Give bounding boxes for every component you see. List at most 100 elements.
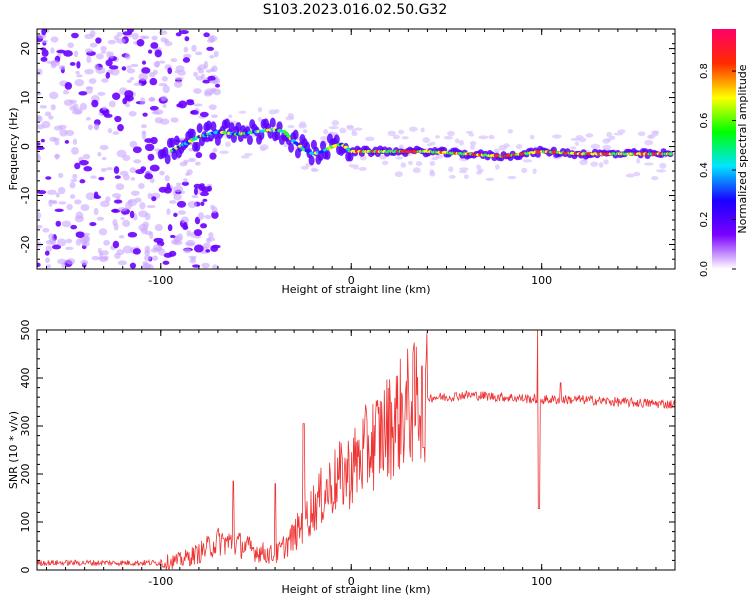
heatmap-cell: [130, 63, 139, 68]
heatmap-cell: [101, 78, 109, 83]
heatmap-cell: [58, 172, 64, 179]
heatmap-cell: [44, 111, 52, 117]
heatmap-cell: [193, 103, 203, 107]
heatmap-cell: [126, 79, 132, 84]
heatmap-cell: [159, 170, 165, 176]
heatmap-cell: [443, 135, 454, 140]
heatmap-cell: [189, 128, 196, 139]
heatmap-cell: [150, 136, 158, 145]
heatmap-cell: [465, 130, 474, 134]
heatmap-cell: [69, 105, 76, 111]
heatmap-cell: [130, 177, 136, 181]
heatmap-cell: [488, 134, 495, 140]
heatmap-cell: [79, 179, 86, 184]
heatmap-cell: [80, 259, 89, 266]
heatmap-cell: [41, 39, 48, 44]
heatmap-cell: [206, 237, 212, 244]
heatmap-cell: [98, 176, 105, 181]
heatmap-cell: [124, 90, 134, 98]
y-tick-label: 200: [19, 464, 32, 485]
heatmap-cell: [287, 125, 295, 129]
y-tick-label: 0: [19, 567, 32, 574]
heatmap-cell: [203, 60, 209, 69]
heatmap-cell: [141, 123, 147, 129]
heatmap-cell: [37, 146, 45, 150]
heatmap-cell: [64, 140, 70, 144]
x-tick-label: -100: [148, 575, 173, 588]
heatmap-cell: [602, 144, 612, 150]
heatmap-cell: [302, 129, 308, 134]
heatmap-cell: [143, 255, 152, 262]
heatmap-cell: [183, 46, 189, 53]
heatmap-cell: [398, 144, 404, 150]
heatmap-cell: [169, 137, 176, 148]
heatmap-cell: [257, 116, 263, 122]
heatmap-cell: [160, 95, 168, 102]
heatmap-cell: [39, 104, 48, 109]
heatmap-cell: [204, 88, 215, 95]
heatmap-cell: [84, 68, 94, 75]
heatmap-cell: [212, 88, 222, 96]
heatmap-cell: [209, 55, 215, 59]
heatmap-cell: [131, 32, 139, 40]
heatmap-cell: [200, 223, 208, 229]
heatmap-cell: [398, 129, 405, 135]
heatmap-cell: [493, 148, 501, 154]
heatmap-cell: [532, 168, 537, 175]
heatmap-cell: [90, 175, 97, 179]
heatmap-cell: [102, 106, 107, 111]
heatmap-cell: [274, 108, 280, 114]
heatmap-cell: [99, 250, 109, 256]
heatmap-cell: [176, 103, 184, 108]
heatmap-cell: [158, 83, 168, 87]
heatmap-cell: [395, 156, 403, 160]
heatmap-cell: [529, 134, 535, 140]
heatmap-cell: [64, 81, 73, 90]
heatmap-cell: [194, 161, 201, 166]
heatmap-cell: [147, 153, 155, 161]
heatmap-cell: [112, 92, 121, 100]
heatmap-cell: [193, 229, 203, 237]
heatmap-cell: [181, 216, 189, 224]
heatmap-cell: [72, 138, 78, 146]
heatmap-cell: [478, 135, 489, 140]
heatmap-cell: [187, 200, 198, 209]
heatmap-cell: [85, 192, 96, 201]
heatmap-cell: [152, 244, 163, 251]
heatmap-cell: [65, 238, 73, 244]
heatmap-cell: [47, 189, 57, 195]
heatmap-cell: [170, 117, 179, 123]
heatmap-cell: [112, 219, 118, 227]
heatmap-cell: [392, 134, 400, 140]
snr-frame: [36, 329, 676, 571]
y-tick-label: 20: [19, 42, 32, 56]
heatmap-cell: [57, 238, 67, 247]
heatmap-cell: [409, 126, 418, 132]
heatmap-cell: [41, 29, 47, 36]
heatmap-cell: [100, 50, 107, 54]
heatmap-cell: [133, 82, 143, 86]
heatmap-cell: [75, 70, 80, 75]
heatmap-cell: [208, 232, 214, 238]
heatmap-cell: [142, 35, 150, 40]
heatmap-cell: [151, 196, 157, 202]
heatmap-cell: [219, 150, 230, 155]
heatmap-cell: [41, 120, 51, 129]
heatmap-cell: [162, 85, 170, 94]
heatmap-cell: [48, 199, 58, 204]
heatmap-cell: [158, 60, 166, 64]
heatmap-cell: [381, 160, 389, 166]
x-tick-label: 0: [348, 274, 355, 287]
heatmap-cell: [164, 41, 173, 47]
heatmap-cell: [100, 167, 107, 173]
heatmap-cell: [613, 132, 624, 136]
y-tick-label: 400: [19, 368, 32, 389]
heatmap-cell: [85, 86, 94, 90]
heatmap-cell: [447, 130, 455, 137]
heatmap-cell: [141, 132, 147, 140]
heatmap-cell: [69, 62, 76, 66]
heatmap-cell: [128, 110, 137, 117]
heatmap-cell: [126, 68, 136, 74]
colorbar-tick-label: 0.2: [699, 212, 710, 228]
heatmap-cell: [168, 250, 177, 257]
